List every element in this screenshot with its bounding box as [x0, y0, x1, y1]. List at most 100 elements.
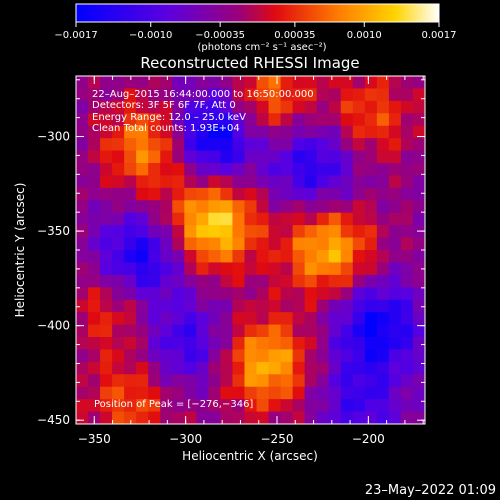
- heatmap-cell: [280, 361, 294, 375]
- heatmap-cell: [220, 138, 234, 152]
- heatmap-cell: [364, 76, 378, 90]
- heatmap-cell: [364, 262, 378, 276]
- heatmap-cell: [292, 125, 306, 139]
- heatmap-cell: [184, 175, 197, 189]
- colorbar-gradient: [75, 3, 440, 23]
- heatmap-cell: [244, 312, 258, 326]
- heatmap-cell: [292, 386, 306, 400]
- heatmap-cell: [376, 225, 390, 239]
- heatmap-cell: [388, 113, 402, 127]
- heatmap-cells: [76, 76, 425, 424]
- heatmap-cell: [208, 361, 222, 375]
- heatmap-cell: [160, 125, 173, 139]
- heatmap-cell: [232, 237, 246, 251]
- heatmap-cell: [76, 262, 89, 276]
- heatmap-cell: [88, 299, 101, 313]
- heatmap-cell: [352, 163, 366, 177]
- heatmap-cell: [376, 374, 390, 388]
- heatmap-cell: [220, 399, 234, 413]
- heatmap-cell: [136, 312, 149, 326]
- heatmap-cell: [184, 113, 197, 127]
- heatmap-cell: [280, 100, 294, 114]
- heatmap-cell: [256, 361, 270, 375]
- heatmap-cell: [340, 187, 354, 201]
- heatmap-cell: [292, 324, 306, 338]
- heatmap-cell: [328, 76, 342, 90]
- heatmap-cell: [232, 287, 246, 301]
- heatmap-cell: [232, 349, 246, 363]
- heatmap-cell: [172, 100, 185, 114]
- annotation-detectors: Detectors: 3F 5F 6F 7F, Att 0: [92, 100, 236, 111]
- heatmap-cell: [172, 113, 185, 127]
- heatmap-cell: [124, 237, 137, 251]
- heatmap-cell: [88, 361, 101, 375]
- heatmap-cell: [268, 411, 282, 424]
- heatmap-cell: [340, 299, 354, 313]
- heatmap-cell: [220, 237, 234, 251]
- heatmap-cell: [352, 125, 366, 139]
- heatmap-cell: [328, 225, 342, 239]
- heatmap-cell: [388, 175, 402, 189]
- heatmap-cell: [316, 274, 330, 288]
- heatmap-cell: [148, 76, 161, 90]
- heatmap-cell: [412, 312, 425, 326]
- heatmap-cell: [388, 212, 402, 226]
- heatmap-cell: [232, 399, 246, 413]
- heatmap-cell: [172, 386, 185, 400]
- heatmap-cell: [184, 299, 197, 313]
- heatmap-cell: [376, 337, 390, 351]
- heatmap-cell: [388, 361, 402, 375]
- heatmap-cell: [172, 187, 185, 201]
- heatmap-cell: [316, 175, 330, 189]
- heatmap-cell: [412, 411, 425, 424]
- heatmap-cell: [76, 386, 89, 400]
- heatmap-cell: [328, 386, 342, 400]
- heatmap-cell: [400, 349, 414, 363]
- heatmap-cell: [112, 88, 125, 102]
- heatmap-cell: [304, 138, 318, 152]
- heatmap-cell: [136, 138, 149, 152]
- heatmap-cell: [352, 399, 366, 413]
- heatmap-cell: [76, 212, 89, 226]
- heatmap-cell: [208, 200, 222, 214]
- heatmap-cell: [364, 411, 378, 424]
- heatmap-cell: [208, 386, 222, 400]
- heatmap-cell: [232, 175, 246, 189]
- heatmap-cell: [400, 399, 414, 413]
- heatmap-cell: [244, 411, 258, 424]
- heatmap-cell: [172, 200, 185, 214]
- heatmap-cell: [244, 324, 258, 338]
- heatmap-cell: [160, 374, 173, 388]
- heatmap-cell: [280, 113, 294, 127]
- heatmap-cell: [376, 312, 390, 326]
- heatmap-cell: [184, 200, 197, 214]
- heatmap-cell: [184, 386, 197, 400]
- heatmap-cell: [268, 76, 282, 90]
- heatmap-cell: [268, 200, 282, 214]
- heatmap-cell: [340, 250, 354, 264]
- heatmap-cell: [148, 175, 161, 189]
- heatmap-cell: [220, 287, 234, 301]
- heatmap-cell: [256, 88, 270, 102]
- heatmap-cell: [220, 374, 234, 388]
- heatmap-cell: [172, 163, 185, 177]
- heatmap-cell: [136, 374, 149, 388]
- heatmap-cell: [292, 88, 306, 102]
- heatmap-cell: [364, 337, 378, 351]
- heatmap-cell: [196, 274, 209, 288]
- heatmap-cell: [244, 274, 258, 288]
- heatmap-cell: [196, 411, 209, 424]
- heatmap-cell: [112, 262, 125, 276]
- heatmap-cell: [352, 250, 366, 264]
- heatmap-cell: [208, 399, 222, 413]
- heatmap-cell: [352, 287, 366, 301]
- heatmap-cell: [400, 125, 414, 139]
- heatmap-cell: [292, 262, 306, 276]
- heatmap-cell: [376, 386, 390, 400]
- heatmap-cell: [184, 361, 197, 375]
- heatmap-cell: [220, 349, 234, 363]
- heatmap-cell: [112, 250, 125, 264]
- heatmap-cell: [328, 299, 342, 313]
- heatmap-cell: [400, 100, 414, 114]
